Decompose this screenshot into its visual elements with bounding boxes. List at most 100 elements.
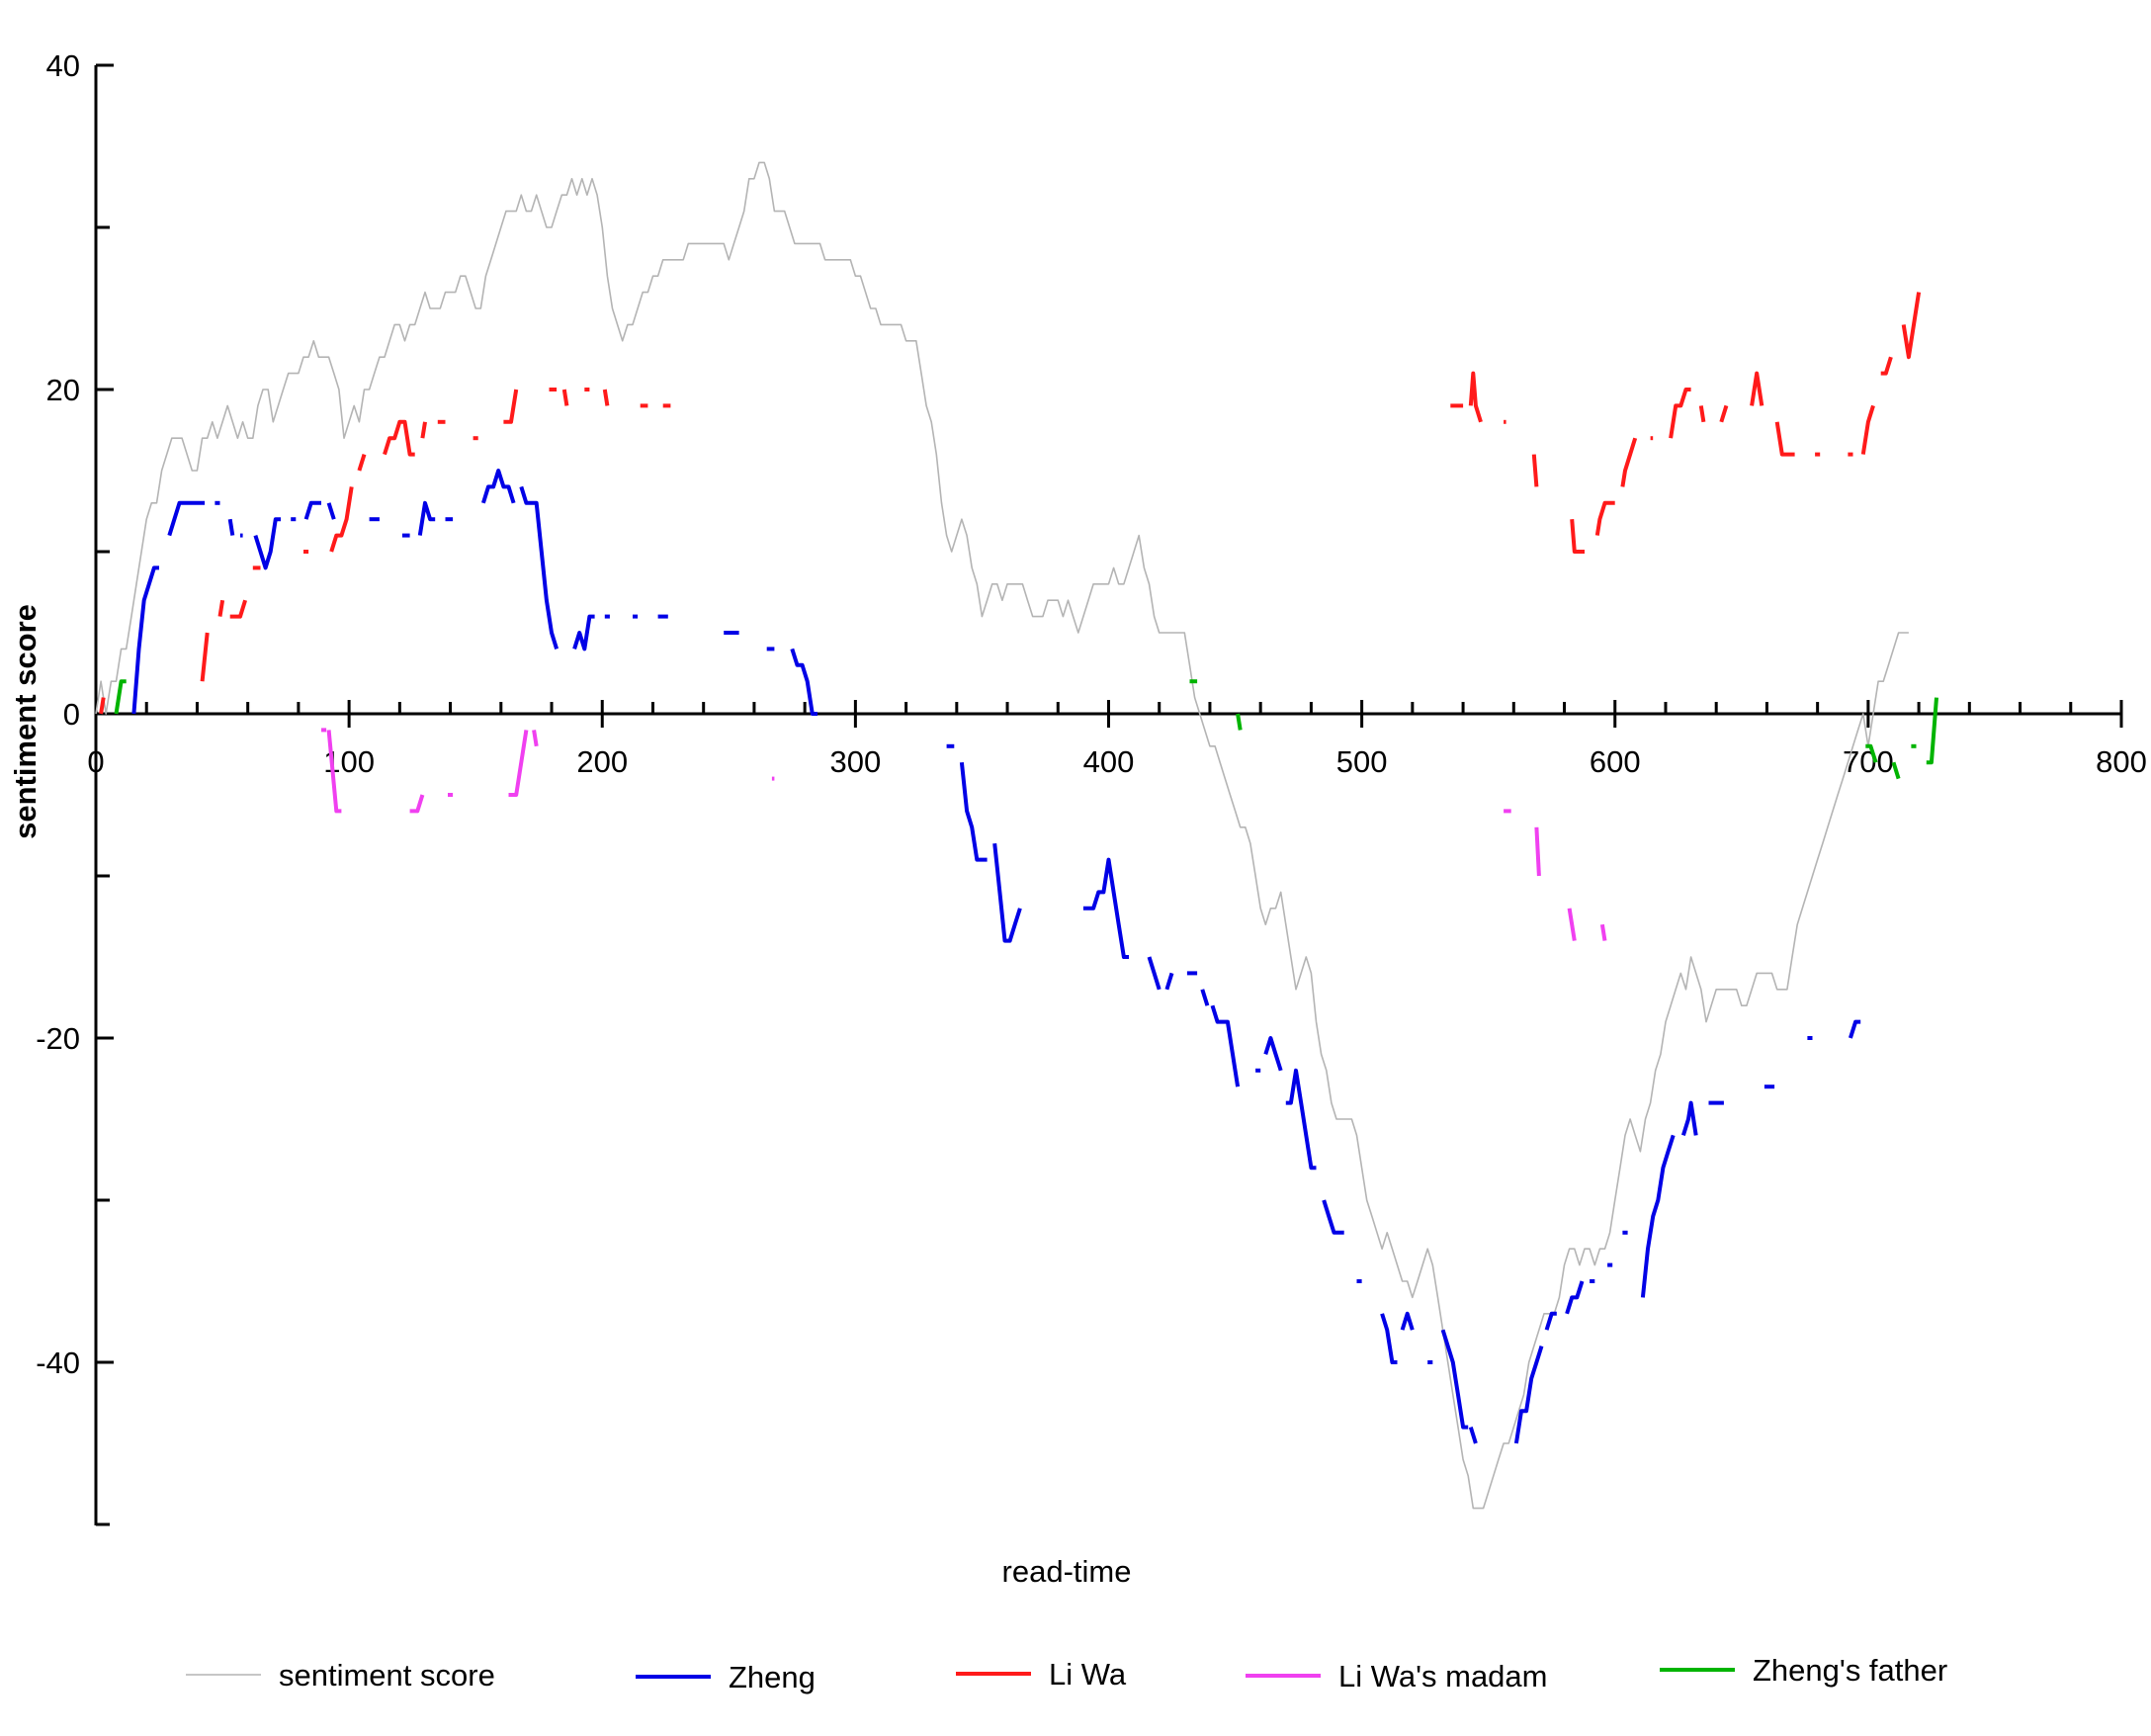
legend-label: Li Wa xyxy=(1049,1657,1127,1692)
x-tick-label: 800 xyxy=(2096,744,2147,779)
series-line-li-wa xyxy=(200,632,210,682)
series-line-li-wa xyxy=(229,599,248,619)
legend-label: sentiment score xyxy=(279,1658,495,1693)
series-line-zheng xyxy=(253,517,281,570)
series-line-zheng xyxy=(790,648,817,716)
series-line-zheng xyxy=(1400,1311,1415,1331)
legend-label: Zheng's father xyxy=(1753,1653,1947,1688)
series-line-zheng xyxy=(227,518,235,536)
x-tick-label: 700 xyxy=(1843,744,1894,779)
y-axis-title: sentiment score xyxy=(8,604,43,839)
series-line-li-wa xyxy=(217,599,225,617)
series-line-zheng-s-father xyxy=(1865,743,1878,763)
series-line-li-wa xyxy=(1531,454,1539,487)
series-line-zheng xyxy=(1285,1068,1317,1171)
series-line-zheng xyxy=(1164,972,1174,991)
legend-item: Li Wa's madam xyxy=(1246,1659,1548,1693)
series-line-zheng-s-father xyxy=(1236,713,1243,731)
y-tick-label: 20 xyxy=(46,373,80,407)
series-line-zheng xyxy=(1468,1427,1478,1444)
legend-item: Zheng's father xyxy=(1660,1653,1947,1688)
series-line-zheng xyxy=(959,761,988,862)
series-line-zheng xyxy=(992,842,1022,943)
plot-area xyxy=(95,161,1938,1510)
series-line-zheng xyxy=(480,469,516,504)
series-zheng xyxy=(131,469,1861,1444)
series-line-li-wa xyxy=(503,389,519,424)
series-line-li-wa xyxy=(602,389,610,406)
series-line-li-wa xyxy=(1880,356,1893,376)
legend: sentiment score Zheng Li Wa Li Wa's madam Zh… xyxy=(186,1653,1947,1694)
series-line-li-wa xyxy=(99,697,106,715)
series-line-li-wa xyxy=(1620,437,1638,487)
x-axis-title: read-time xyxy=(1002,1554,1132,1589)
series-sentiment-score xyxy=(95,161,1909,1510)
y-tick-label: 0 xyxy=(63,697,80,732)
series-line-li-wa-s-madam xyxy=(1567,908,1577,941)
series-line-li-wa xyxy=(561,389,569,406)
series-line-li-wa xyxy=(1594,500,1615,536)
series-line-zheng-s-father xyxy=(114,679,127,715)
series-line-zheng xyxy=(1640,1134,1676,1298)
series-line-zheng xyxy=(1440,1329,1469,1430)
series-line-li-wa xyxy=(1901,292,1922,360)
x-tick-label: 400 xyxy=(1083,744,1135,779)
series-line-li-wa-s-madam xyxy=(532,730,539,747)
series-line-zheng xyxy=(1082,857,1129,959)
series-line-li-wa-s-madam xyxy=(1599,923,1607,941)
series-line-li-wa xyxy=(357,454,367,472)
series-line-zheng xyxy=(1380,1313,1398,1364)
series-line-zheng xyxy=(1544,1311,1557,1331)
series-line-li-wa xyxy=(420,421,427,439)
series-line-zheng xyxy=(167,500,206,537)
series-line-zheng xyxy=(1848,1019,1861,1039)
y-tick-label: -40 xyxy=(36,1345,80,1380)
series-line-zheng xyxy=(1513,1345,1544,1444)
series-line-li-wa xyxy=(383,419,415,457)
legend-label: Zheng xyxy=(729,1660,816,1694)
series-line-zheng xyxy=(1210,1004,1241,1087)
x-tick-label: 200 xyxy=(576,744,628,779)
legend-label: Li Wa's madam xyxy=(1338,1659,1548,1693)
y-tick-label: 40 xyxy=(46,48,80,83)
series-line-sentiment-score xyxy=(95,161,1909,1510)
series-line-li-wa-s-madam xyxy=(326,730,342,814)
series-line-zheng xyxy=(417,500,436,536)
x-tick-label: 0 xyxy=(87,744,104,779)
series-line-zheng xyxy=(1147,956,1162,991)
series-line-zheng-s-father xyxy=(1926,697,1938,765)
series-line-li-wa-s-madam xyxy=(409,794,425,814)
series-line-li-wa-s-madam xyxy=(508,730,529,797)
series-line-zheng xyxy=(572,614,595,651)
series-line-li-wa xyxy=(1774,421,1795,457)
series-line-zheng xyxy=(1680,1100,1698,1136)
series-line-li-wa-s-madam xyxy=(1534,826,1541,877)
series-line-zheng xyxy=(1565,1280,1585,1315)
series-line-li-wa xyxy=(1669,388,1691,439)
series-line-zheng xyxy=(1263,1036,1283,1072)
series-li-wa xyxy=(99,292,1922,715)
legend-item: sentiment score xyxy=(186,1658,495,1693)
series-line-zheng-s-father xyxy=(1891,761,1901,780)
series-line-li-wa xyxy=(1719,404,1729,423)
x-tick-label: 500 xyxy=(1336,744,1388,779)
series-zheng-s-father xyxy=(114,679,1938,780)
series-line-li-wa xyxy=(1750,371,1764,406)
series-line-li-wa xyxy=(329,486,354,553)
legend-item: Zheng xyxy=(636,1660,816,1694)
x-tick-label: 600 xyxy=(1590,744,1641,779)
x-tick-label: 300 xyxy=(830,744,882,779)
series-li-wa-s-madam xyxy=(321,728,1607,941)
series-line-zheng xyxy=(326,502,336,520)
series-line-li-wa xyxy=(1468,371,1483,423)
series-line-li-wa xyxy=(1698,405,1706,423)
series-line-zheng xyxy=(131,565,159,715)
series-line-zheng xyxy=(303,500,321,520)
series-line-zheng xyxy=(519,485,559,650)
y-tick-label: -20 xyxy=(36,1021,80,1056)
series-line-zheng xyxy=(1200,989,1210,1006)
series-line-li-wa xyxy=(1860,404,1875,455)
series-line-li-wa xyxy=(1570,519,1585,554)
